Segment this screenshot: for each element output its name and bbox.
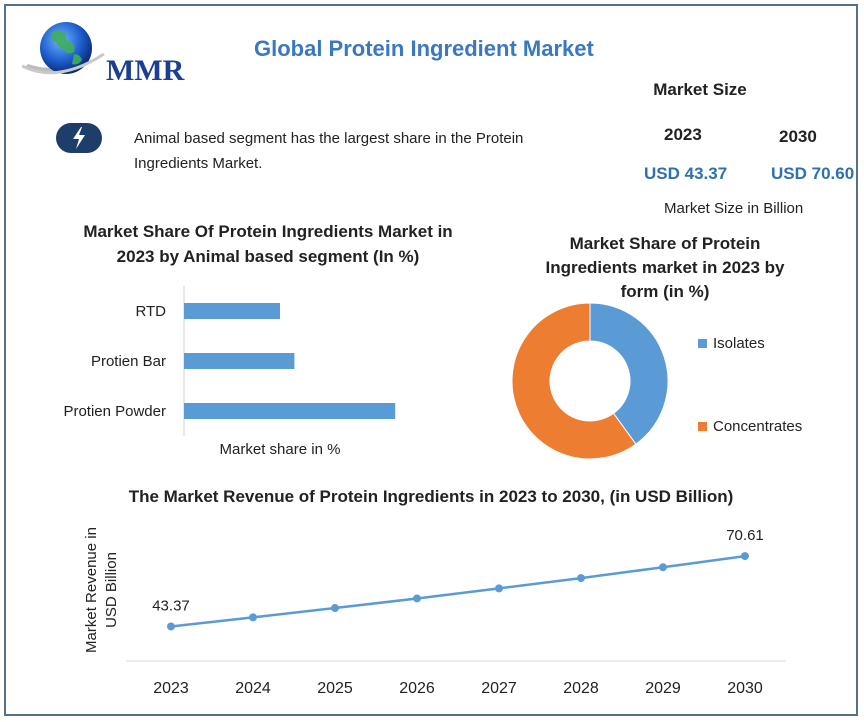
donut-slice-concentrates	[511, 302, 637, 460]
legend-isolates: Isolates	[698, 335, 765, 352]
donut-chart	[511, 302, 669, 460]
market-size-year-end: 2030	[779, 127, 817, 146]
revenue-point	[413, 594, 421, 603]
revenue-point	[167, 622, 175, 631]
line-chart: Market Revenue in USD Billion 2023 2024 2025…	[83, 527, 786, 697]
bar-category-label: Protien Powder	[63, 403, 166, 420]
market-size-value-start: USD 43.37	[644, 164, 728, 183]
logo-text: MMR	[106, 54, 185, 87]
market-size-unit: Market Size in Billion	[664, 200, 804, 217]
revenue-point	[577, 574, 585, 583]
legend-label-concentrates: Concentrates	[713, 418, 803, 435]
x-tick-label: 2026	[399, 680, 435, 697]
revenue-point	[495, 584, 503, 593]
market-size-year-start: 2023	[664, 125, 702, 144]
market-size-title: Market Size	[653, 80, 747, 99]
x-tick-label: 2029	[645, 680, 681, 697]
bar	[184, 303, 280, 319]
page-title: Global Protein Ingredient Market	[254, 36, 594, 61]
legend-label-isolates: Isolates	[713, 335, 765, 352]
revenue-point	[249, 613, 257, 622]
x-tick-label: 2025	[317, 680, 353, 697]
globe-icon	[21, 22, 105, 75]
x-tick-label: 2030	[727, 680, 763, 697]
legend-swatch-isolates	[698, 339, 707, 348]
bar	[184, 353, 295, 369]
revenue-point	[741, 552, 749, 561]
legend-concentrates: Concentrates	[698, 418, 802, 435]
x-tick-label: 2027	[481, 680, 517, 697]
bar-category-label: RTD	[135, 303, 166, 320]
bar-category-label: Protien Bar	[91, 353, 166, 370]
bar-chart-title: Market Share Of Protein Ingredients Mark…	[83, 222, 453, 266]
data-label-last: 70.61	[726, 527, 764, 544]
line-y-axis-label: Market Revenue in USD Billion	[83, 527, 120, 653]
x-tick-label: 2023	[153, 680, 189, 697]
x-tick-label: 2024	[235, 680, 271, 697]
lightning-bolt-icon	[56, 123, 102, 153]
donut-chart-title: Market Share of Protein Ingredients mark…	[545, 234, 785, 301]
donut-slice-isolates	[589, 302, 669, 445]
bar-chart: RTD Protien Bar Protien Powder Market share…	[63, 286, 396, 458]
infographic-frame: MMR Global Protein Ingredient Market Ani…	[4, 4, 858, 716]
x-tick-label: 2028	[563, 680, 599, 697]
legend-swatch-concentrates	[698, 422, 707, 431]
line-chart-title: The Market Revenue of Protein Ingredient…	[128, 487, 734, 506]
market-size-value-end: USD 70.60	[771, 164, 855, 183]
mmr-logo: MMR	[21, 18, 192, 87]
revenue-point	[659, 563, 667, 572]
bar	[184, 403, 396, 419]
data-label-first: 43.37	[152, 597, 190, 614]
revenue-line	[170, 554, 746, 628]
note-text: Animal based segment has the largest sha…	[134, 130, 524, 172]
revenue-point	[331, 604, 339, 613]
bar-x-axis-label: Market share in %	[220, 441, 341, 458]
